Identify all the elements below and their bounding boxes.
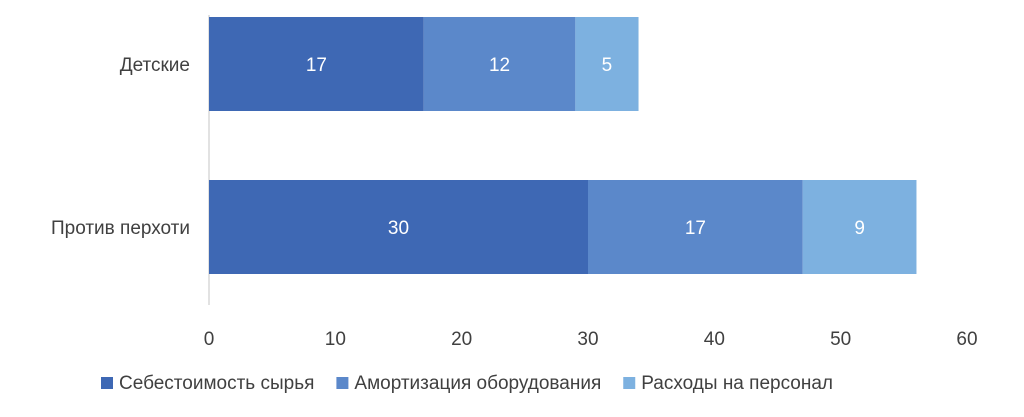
bar-segment — [802, 180, 917, 274]
x-tick-label: 30 — [577, 329, 598, 350]
legend-label: Расходы на персонал — [641, 373, 833, 394]
category-label: Детские — [120, 55, 190, 76]
x-tick-label: 60 — [956, 329, 977, 350]
bar-segment — [588, 180, 803, 274]
category-label: Против перхоти — [51, 218, 190, 239]
x-tick-label: 0 — [204, 329, 215, 350]
x-tick-label: 20 — [451, 329, 472, 350]
bar-segment — [209, 17, 424, 111]
bar-value-label: 5 — [602, 55, 613, 76]
bar-value-label: 9 — [854, 218, 865, 239]
legend-label: Амортизация оборудования — [354, 373, 601, 394]
bar-segment — [209, 180, 588, 274]
legend-label: Себестоимость сырья — [119, 373, 314, 394]
bar-value-label: 17 — [685, 218, 706, 239]
legend-swatch — [336, 377, 349, 389]
bar-segment — [575, 17, 639, 111]
x-tick-label: 10 — [325, 329, 346, 350]
bar-value-label: 12 — [489, 55, 510, 76]
legend-swatch — [623, 377, 636, 389]
x-tick-label: 50 — [830, 329, 851, 350]
bar-segment — [423, 17, 576, 111]
legend-swatch — [101, 377, 113, 389]
bar-value-label: 17 — [306, 55, 327, 76]
bar-value-label: 30 — [388, 218, 409, 239]
x-tick-label: 40 — [704, 329, 725, 350]
